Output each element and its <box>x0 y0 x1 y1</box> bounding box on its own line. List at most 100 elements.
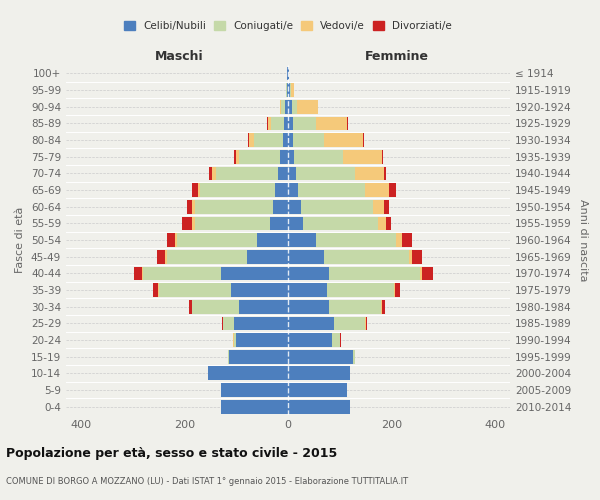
Bar <box>233 333 288 347</box>
Bar <box>272 200 288 213</box>
Bar <box>221 383 288 397</box>
Bar <box>288 400 350 413</box>
Bar <box>288 200 383 213</box>
Bar <box>288 350 355 364</box>
Bar <box>288 200 373 213</box>
Bar <box>288 266 419 280</box>
Bar <box>288 250 409 264</box>
Bar <box>280 100 288 114</box>
Bar <box>221 266 288 280</box>
Bar <box>286 83 288 97</box>
Bar <box>248 133 288 147</box>
Bar <box>288 183 389 197</box>
Bar <box>288 233 401 247</box>
Bar <box>193 216 288 230</box>
Bar <box>288 316 366 330</box>
Bar <box>239 150 288 164</box>
Bar <box>284 116 288 130</box>
Bar <box>286 83 288 97</box>
Bar <box>288 83 290 97</box>
Legend: Celibi/Nubili, Coniugati/e, Vedovi/e, Divorziati/e: Celibi/Nubili, Coniugati/e, Vedovi/e, Di… <box>124 21 452 31</box>
Bar <box>223 316 288 330</box>
Bar <box>288 333 341 347</box>
Bar <box>231 283 288 297</box>
Bar <box>288 150 383 164</box>
Bar <box>288 166 386 180</box>
Bar <box>280 100 288 114</box>
Bar <box>157 250 288 264</box>
Bar <box>212 166 288 180</box>
Bar <box>195 200 288 213</box>
Bar <box>288 300 382 314</box>
Bar <box>142 266 288 280</box>
Bar <box>288 350 355 364</box>
Bar <box>159 283 288 297</box>
Bar <box>288 100 318 114</box>
Bar <box>288 283 395 297</box>
Bar <box>288 133 363 147</box>
Bar <box>288 133 364 147</box>
Bar <box>288 316 365 330</box>
Bar <box>288 350 355 364</box>
Bar <box>288 66 289 80</box>
Bar <box>288 300 381 314</box>
Bar <box>167 250 288 264</box>
Bar <box>288 283 327 297</box>
Bar <box>221 383 288 397</box>
Bar <box>283 133 288 147</box>
Bar <box>254 133 288 147</box>
Bar <box>288 83 293 97</box>
Bar <box>288 333 340 347</box>
Bar <box>288 100 297 114</box>
Bar <box>288 333 332 347</box>
Bar <box>209 166 288 180</box>
Bar <box>288 66 289 80</box>
Bar <box>288 250 412 264</box>
Bar <box>288 250 422 264</box>
Bar <box>275 183 288 197</box>
Bar <box>288 116 349 130</box>
Bar <box>288 300 385 314</box>
Bar <box>288 266 329 280</box>
Bar <box>288 216 391 230</box>
Bar <box>288 100 292 114</box>
Bar <box>190 300 288 314</box>
Bar <box>288 383 347 397</box>
Bar <box>216 166 288 180</box>
Bar <box>187 200 288 213</box>
Bar <box>208 366 288 380</box>
Bar <box>234 333 288 347</box>
Bar <box>288 116 293 130</box>
Bar <box>288 250 324 264</box>
Bar <box>227 350 288 364</box>
Bar <box>208 366 288 380</box>
Bar <box>288 200 301 213</box>
Bar <box>239 300 288 314</box>
Bar <box>236 333 288 347</box>
Bar <box>288 166 383 180</box>
Bar <box>288 366 350 380</box>
Bar <box>192 300 288 314</box>
Bar <box>158 283 288 297</box>
Bar <box>288 266 422 280</box>
Bar <box>234 150 288 164</box>
Bar <box>288 333 340 347</box>
Bar <box>208 366 288 380</box>
Bar <box>287 66 288 80</box>
Bar <box>268 116 288 130</box>
Bar <box>167 233 288 247</box>
Bar <box>197 183 288 197</box>
Bar <box>288 100 318 114</box>
Bar <box>288 183 365 197</box>
Bar <box>177 233 288 247</box>
Bar <box>288 83 293 97</box>
Text: COMUNE DI BORGO A MOZZANO (LU) - Dati ISTAT 1° gennaio 2015 - Elaborazione TUTTI: COMUNE DI BORGO A MOZZANO (LU) - Dati IS… <box>6 478 408 486</box>
Bar <box>193 300 288 314</box>
Bar <box>288 116 347 130</box>
Bar <box>288 283 394 297</box>
Bar <box>288 266 433 280</box>
Bar <box>280 150 288 164</box>
Bar <box>234 316 288 330</box>
Bar <box>227 350 288 364</box>
Bar <box>270 216 288 230</box>
